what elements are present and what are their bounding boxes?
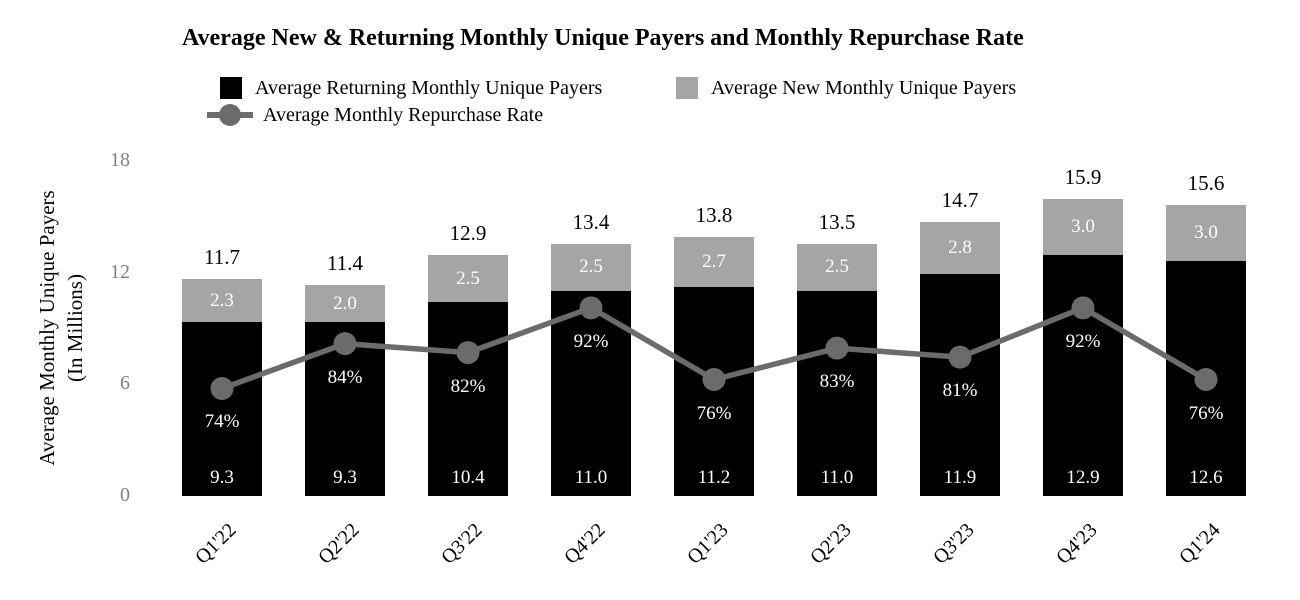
repurchase-rate-value-label: 76% <box>1188 402 1224 424</box>
new-payers-value-label: 3.0 <box>1071 216 1095 238</box>
y-axis-tick-18: 18 <box>110 149 130 171</box>
returning-payers-value-label: 9.3 <box>210 467 234 488</box>
legend-label-returning: Average Returning Monthly Unique Payers <box>255 76 603 99</box>
repurchase-rate-value-label: 74% <box>204 411 240 433</box>
bar-total-label: 13.8 <box>695 202 733 227</box>
new-payers-bar-segment <box>551 244 631 291</box>
bar-total-label: 11.4 <box>327 251 363 276</box>
legend-item-repurchase-rate: Average Monthly Repurchase Rate <box>207 103 543 127</box>
x-axis-tick-label: Q4'23 <box>1052 519 1102 569</box>
bar-total-label: 15.9 <box>1064 165 1102 190</box>
new-payers-bar-segment <box>920 221 1000 274</box>
returning-payers-value-label: 11.0 <box>820 467 854 488</box>
returning-payers-swatch-icon <box>220 77 242 99</box>
new-payers-bar-segment <box>428 255 508 302</box>
x-axis-tick-label: Q2'22 <box>314 519 364 569</box>
repurchase-rate-value-label: 76% <box>696 402 732 424</box>
x-axis-tick-label: Q4'22 <box>560 519 610 569</box>
repurchase-rate-value-label: 92% <box>1065 330 1101 352</box>
y-axis-title-line1: Average Monthly Unique Payers <box>35 190 59 466</box>
returning-payers-value-label: 11.0 <box>574 467 608 488</box>
legend-item-new-payers: Average New Monthly Unique Payers <box>676 76 1016 100</box>
x-axis-tick-label: Q1'23 <box>683 519 733 569</box>
repurchase-rate-line-marker-icon <box>207 103 253 127</box>
repurchase-rate-value-label: 92% <box>573 330 609 352</box>
bar-total-label: 13.5 <box>818 210 856 234</box>
bar-total-label: 14.7 <box>941 187 979 212</box>
returning-payers-value-label: 12.6 <box>1189 467 1223 488</box>
returning-payers-value-label: 11.9 <box>943 467 977 488</box>
returning-payers-value-label: 9.3 <box>333 467 357 488</box>
returning-payers-value-label: 12.9 <box>1066 467 1100 488</box>
returning-payers-value-label: 11.2 <box>697 467 731 488</box>
repurchase-rate-value-label: 81% <box>942 380 978 402</box>
bar-total-label: 13.4 <box>572 210 610 234</box>
x-axis-tick-label: Q1'24 <box>1175 519 1225 569</box>
legend-label-new: Average New Monthly Unique Payers <box>711 76 1017 99</box>
legend-label-rate: Average Monthly Repurchase Rate <box>263 103 544 126</box>
repurchase-rate-value-label: 83% <box>819 371 855 393</box>
y-axis-tick-12: 12 <box>110 261 130 283</box>
bar-total-label: 11.7 <box>204 245 240 270</box>
x-axis-tick-label: Q3'22 <box>437 519 487 569</box>
legend-item-returning-payers: Average Returning Monthly Unique Payers <box>220 76 602 100</box>
new-payers-bar-segment <box>797 244 877 291</box>
new-payers-bar-segment <box>1166 204 1246 261</box>
new-payers-value-label: 2.7 <box>702 250 726 272</box>
repurchase-rate-value-label: 84% <box>327 366 363 388</box>
new-payers-bar-segment <box>674 236 754 287</box>
x-axis-tick-label: Q2'23 <box>806 519 856 569</box>
y-axis-tick-0: 0 <box>120 484 130 506</box>
new-payers-value-label: 2.8 <box>948 236 972 258</box>
new-payers-value-label: 2.5 <box>456 267 480 289</box>
new-payers-bar-segment <box>1043 199 1123 256</box>
new-payers-value-label: 2.0 <box>333 292 357 314</box>
new-payers-value-label: 3.0 <box>1194 221 1218 243</box>
returning-payers-bar-segment <box>674 286 754 496</box>
chart-title: Average New & Returning Monthly Unique P… <box>182 25 1024 51</box>
repurchase-rate-value-label: 82% <box>450 375 486 397</box>
bar-total-label: 12.9 <box>449 221 487 246</box>
new-payers-value-label: 2.3 <box>210 289 234 311</box>
y-axis-tick-6: 6 <box>120 372 130 394</box>
returning-payers-bar-segment <box>1166 260 1246 496</box>
new-payers-value-label: 2.5 <box>579 256 603 278</box>
new-payers-swatch-icon <box>676 77 698 99</box>
returning-payers-value-label: 10.4 <box>451 467 485 488</box>
bar-total-label: 15.6 <box>1187 170 1225 195</box>
x-axis-tick-label: Q1'22 <box>191 519 241 569</box>
returning-payers-bar-segment <box>1043 255 1123 496</box>
new-payers-value-label: 2.5 <box>825 256 849 278</box>
x-axis-tick-label: Q3'23 <box>929 519 979 569</box>
